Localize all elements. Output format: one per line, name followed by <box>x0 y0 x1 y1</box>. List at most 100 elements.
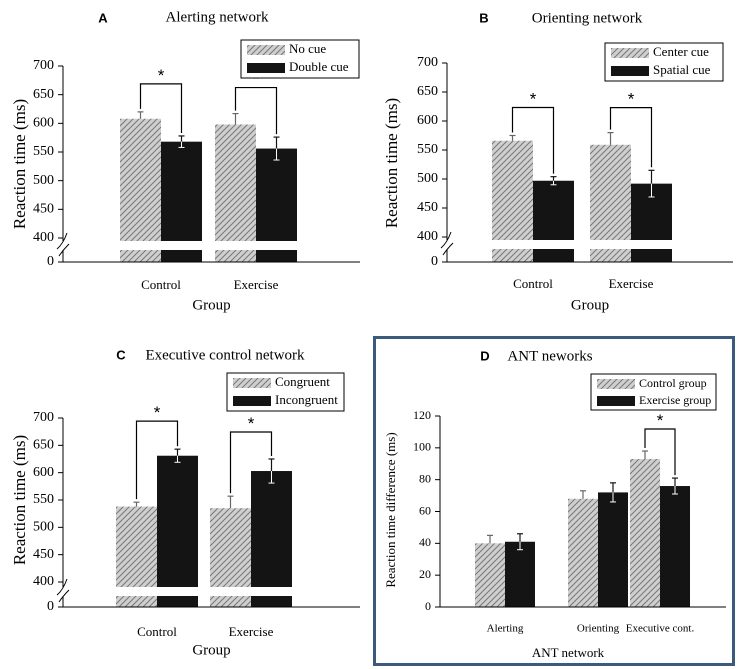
legend-swatch <box>611 48 649 58</box>
axis-break-band <box>67 241 360 250</box>
y-axis-label: Reaction time (ms) <box>10 99 29 229</box>
x-tick-label: Orienting <box>577 623 620 635</box>
y-tick-label: 0 <box>47 254 54 269</box>
x-axis-label: Group <box>571 297 609 313</box>
y-tick-label: 550 <box>33 492 54 507</box>
y-tick-label: 450 <box>33 547 54 562</box>
y-axis-label: Reaction time (ms) <box>10 435 29 565</box>
y-tick-label: 120 <box>413 408 431 422</box>
axis-break-mark <box>58 243 70 257</box>
x-tick-label: Exercise <box>234 277 279 292</box>
y-tick-label: 550 <box>33 144 54 159</box>
y-tick-label: 500 <box>417 171 438 186</box>
significance-star: * <box>657 411 664 430</box>
legend-swatch <box>597 396 635 406</box>
x-tick-label: Alerting <box>487 623 524 635</box>
significance-bracket <box>609 107 653 168</box>
axis-break-mark <box>440 231 452 249</box>
significance-star: * <box>530 90 537 109</box>
y-tick-label: 450 <box>417 200 438 215</box>
legend-swatch <box>247 45 285 55</box>
significance-bracket <box>234 86 278 135</box>
x-tick-label: Exercise <box>229 624 274 639</box>
y-tick-label: 20 <box>419 567 431 581</box>
legend-entry: Center cue <box>653 44 709 59</box>
bar-control-group-orienting <box>568 498 598 607</box>
y-tick-label: 650 <box>33 438 54 453</box>
y-tick-label: 650 <box>417 84 438 99</box>
x-tick-label: Control <box>137 624 177 639</box>
axis-break-mark <box>56 232 68 250</box>
x-tick-label: Control <box>141 277 181 292</box>
y-tick-label: 400 <box>33 230 54 245</box>
y-tick-label: 700 <box>33 58 54 73</box>
x-axis-label: Group <box>192 297 230 313</box>
significance-star: * <box>158 66 165 85</box>
axis-break-mark <box>56 578 68 596</box>
legend-swatch <box>233 396 271 406</box>
y-tick-label: 0 <box>425 599 431 613</box>
chart-title: Alerting network <box>166 9 269 25</box>
chart-title: Orienting network <box>532 10 643 26</box>
y-tick-label: 650 <box>33 87 54 102</box>
legend-swatch <box>233 378 271 388</box>
legend-swatch <box>247 63 285 73</box>
y-tick-label: 600 <box>33 116 54 131</box>
y-tick-label: 0 <box>431 254 438 269</box>
y-axis-label: Reaction time (ms) <box>382 98 401 228</box>
significance-bracket <box>139 83 183 133</box>
panel-label: D <box>480 348 489 363</box>
significance-star: * <box>248 414 255 433</box>
legend-entry: Exercise group <box>639 393 711 407</box>
x-tick-label: Control <box>513 276 553 291</box>
y-tick-label: 60 <box>419 503 431 517</box>
panel-a: A Alerting network Control Exercise 0 400 450 5… <box>10 9 360 313</box>
significance-bracket <box>229 431 273 494</box>
bar-no-cue-control <box>120 118 161 262</box>
x-tick-label: Executive cont. <box>626 623 695 635</box>
legend-entry: Double cue <box>289 59 349 74</box>
axis-break-mark <box>442 242 454 256</box>
axis-break-mark <box>58 589 70 603</box>
legend-entry: Spatial cue <box>653 62 711 77</box>
significance-bracket <box>644 428 676 476</box>
significance-star: * <box>253 70 260 89</box>
panel-d-frame <box>373 336 735 666</box>
axis-break-band <box>451 240 733 249</box>
legend-entry: Congruent <box>275 374 330 389</box>
y-tick-label: 500 <box>33 520 54 535</box>
legend-swatch <box>597 379 635 389</box>
x-axis-label: Group <box>192 642 230 658</box>
bar-exercise-group-alerting <box>505 541 535 607</box>
y-tick-label: 700 <box>417 55 438 70</box>
panel-d: D ANT neworks Alerting Orienting Executive c… <box>383 348 726 660</box>
legend-entry: No cue <box>289 41 326 56</box>
significance-bracket <box>511 106 555 174</box>
chart-title: ANT neworks <box>507 348 592 364</box>
y-tick-label: 400 <box>33 574 54 589</box>
y-tick-label: 80 <box>419 471 431 485</box>
y-tick-label: 400 <box>417 229 438 244</box>
y-tick-label: 700 <box>33 410 54 425</box>
legend-swatch <box>611 66 649 76</box>
panel-label: A <box>98 10 108 25</box>
x-axis-label: ANT network <box>532 645 605 660</box>
y-tick-label: 450 <box>33 202 54 217</box>
y-tick-label: 600 <box>417 113 438 128</box>
significance-bracket <box>135 420 179 500</box>
bar-spatial-cue-control <box>533 180 574 262</box>
y-tick-label: 0 <box>47 599 54 614</box>
bar-no-cue-exercise <box>215 124 256 262</box>
chart-title: Executive control network <box>145 347 305 363</box>
axis-break-band <box>67 587 360 596</box>
y-tick-label: 550 <box>417 142 438 157</box>
panel-label: B <box>479 10 488 25</box>
y-tick-label: 100 <box>413 440 431 454</box>
legend-entry: Control group <box>639 376 707 390</box>
legend-entry: Incongruent <box>275 392 338 407</box>
y-tick-label: 40 <box>419 535 431 549</box>
y-tick-label: 500 <box>33 173 54 188</box>
panel-b: B Orienting network Control Exercise 0 400 450… <box>382 10 733 313</box>
significance-star: * <box>628 90 635 109</box>
